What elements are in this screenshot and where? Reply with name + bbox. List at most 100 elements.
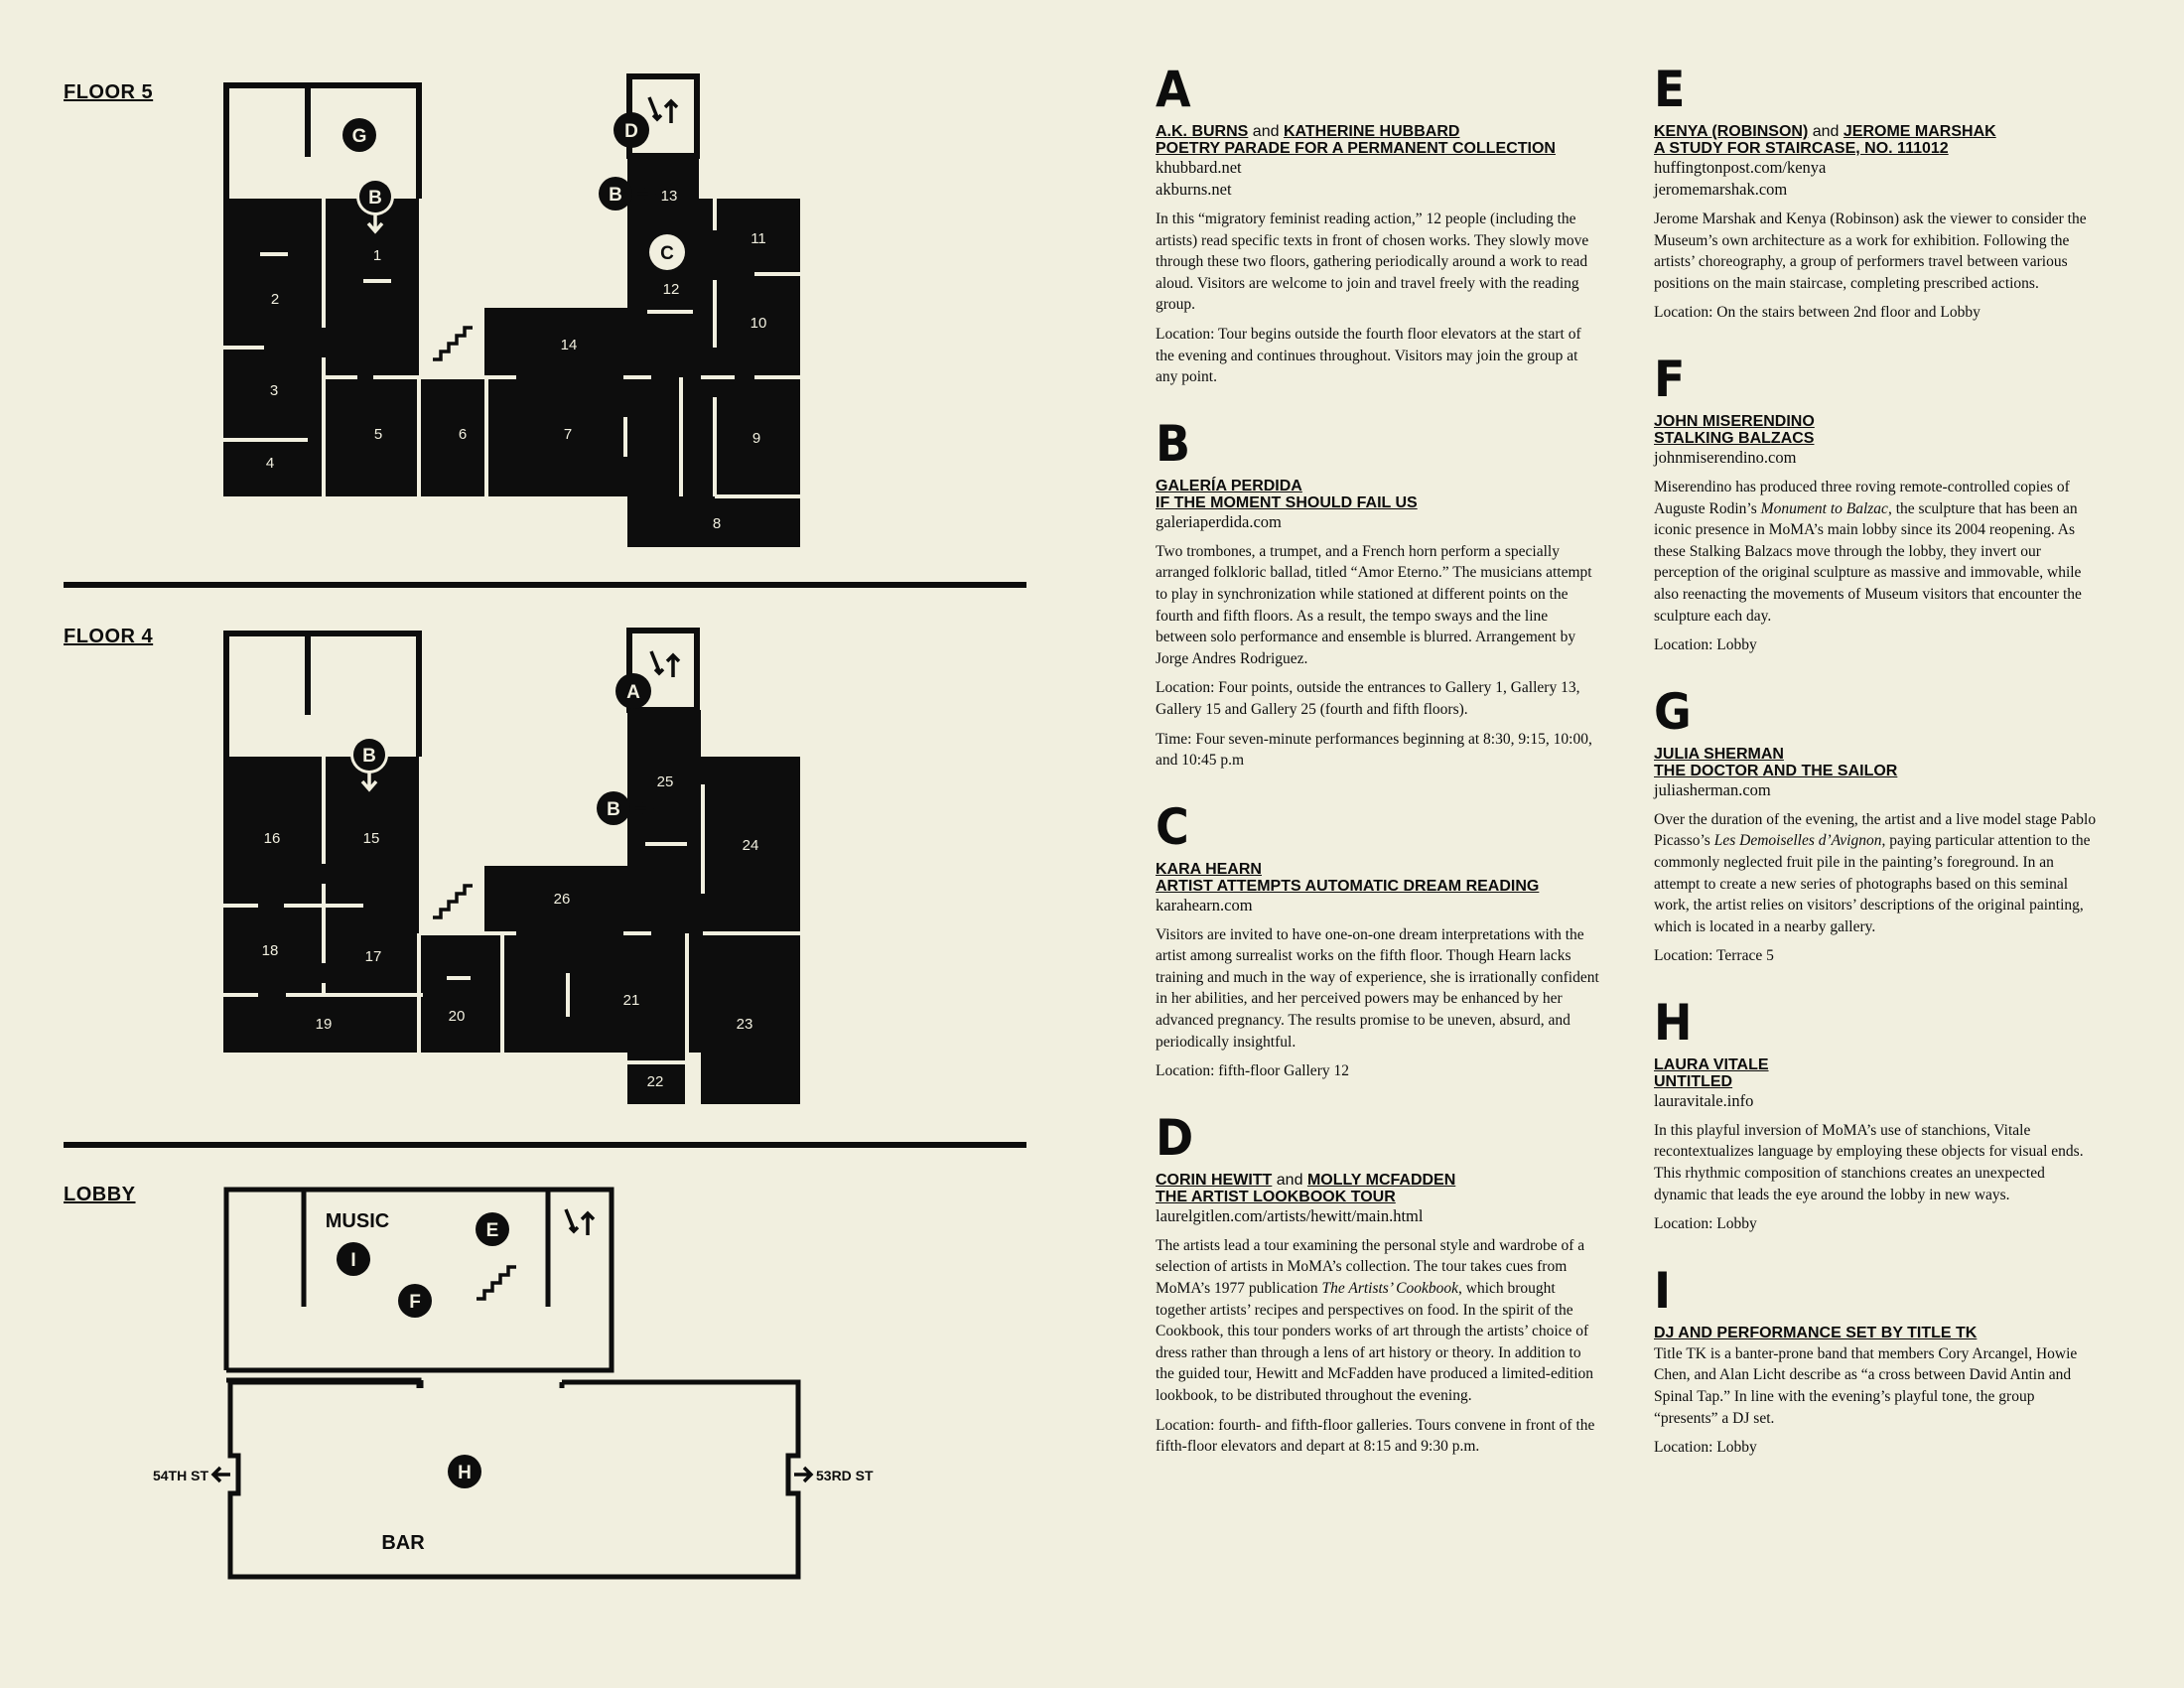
artist-link[interactable]: galeriaperdida.com [1156,511,1282,531]
entry-location: Location: Lobby [1654,1215,1757,1233]
marker-a: A [615,673,651,709]
entry-f: F JOHN MISERENDINO STALKING BALZACS john… [1654,353,2101,656]
entry-work-title: ARTIST ATTEMPTS AUTOMATIC DREAM READING [1156,877,1540,895]
artist-name: KATHERINE HUBBARD [1283,123,1460,140]
museum-map: 1 2 3 4 5 6 7 8 9 10 11 12 13 14 G B [64,73,1026,1580]
bar-label: BAR [381,1532,425,1554]
artist-name: JEROME MARSHAK [1843,123,1996,140]
artist-link[interactable]: laurelgitlen.com/artists/hewitt/main.htm… [1156,1205,1424,1225]
entry-letter: C [1156,797,1189,856]
entries-column-right: E KENYA (ROBINSON) and JEROME MARSHAK A … [1654,64,2101,1459]
gallery-number: 10 [751,315,767,332]
entry-artists: KARA HEARN [1156,861,1602,878]
entry-letter: B [1156,414,1191,473]
gallery-number: 19 [316,1016,333,1033]
artist-link[interactable]: akburns.net [1156,180,1232,199]
artist-link[interactable]: johnmiserendino.com [1654,447,1797,467]
entry-letter: A [1156,61,1191,118]
entry-artists: JULIA SHERMAN [1654,746,2101,763]
svg-text:I: I [350,1250,355,1271]
entry-description: Title TK is a banter-prone band that mem… [1654,1344,2078,1427]
artist-link[interactable]: khubbard.net [1156,158,1242,177]
divider-line [64,582,1026,588]
artist-link[interactable]: lauravitale.info [1654,1090,1754,1110]
artist-name: A.K. BURNS [1156,123,1249,140]
artist-link[interactable]: jeromemarshak.com [1654,180,1788,199]
gallery-number: 26 [554,891,571,908]
entry-location: Location: Lobby [1654,1439,1757,1457]
svg-text:C: C [660,243,674,264]
artist-name: MOLLY MCFADDEN [1306,1171,1456,1189]
entry-artists: GALERÍA PERDIDA [1156,478,1602,494]
marker-b: B [350,736,388,792]
gallery-number: 20 [449,1008,466,1025]
entry-description: Visitors are invited to have one-on-one … [1156,925,1599,1051]
gallery-number: 22 [647,1073,664,1090]
artist-link[interactable]: karahearn.com [1156,895,1253,914]
entry-a: A A.K. BURNS and KATHERINE HUBBARD POETR… [1156,64,1602,388]
entry-description: Miserendino has produced three roving re… [1654,478,2082,625]
gallery-number: 2 [271,291,279,308]
artist-name: KENYA (ROBINSON) [1654,123,1809,140]
artwork-title: Monument to Balzac [1760,499,1888,517]
entry-description: In this “migratory feminist reading acti… [1156,211,1589,314]
artist-name: JOHN MISERENDINO [1654,412,1815,430]
marker-f: F [398,1284,432,1318]
gallery-number: 16 [264,830,281,847]
artist-link[interactable]: huffingtonpost.com/kenya [1654,158,1827,177]
marker-g: G [342,118,376,152]
svg-text:H: H [458,1463,472,1483]
entry-letter: F [1654,350,1686,408]
entry-work-title: THE DOCTOR AND THE SAILOR [1654,762,1898,779]
svg-text:A: A [626,682,640,703]
entry-letter: D [1156,1108,1194,1167]
gallery-number: 15 [363,830,380,847]
marker-b: B [356,178,394,234]
gallery-number: 24 [743,837,759,854]
svg-text:G: G [352,126,367,147]
artist-link[interactable]: juliasherman.com [1654,779,1771,799]
entry-e: E KENYA (ROBINSON) and JEROME MARSHAK A … [1654,64,2101,324]
gallery-number: 3 [270,382,278,399]
street-54th-label: 54TH ST [153,1468,208,1483]
floor-4-plan: 15 16 17 18 19 20 21 22 23 24 25 26 B A … [223,628,800,1104]
entry-artists: A.K. BURNS and KATHERINE HUBBARD [1156,123,1602,140]
svg-text:D: D [624,121,638,142]
entry-location: Location: On the stairs between 2nd floo… [1654,304,1980,322]
entry-work-title: THE ARTIST LOOKBOOK TOUR [1156,1188,1396,1205]
floor-5-plan: 1 2 3 4 5 6 7 8 9 10 11 12 13 14 G B [223,73,800,547]
entry-artists: CORIN HEWITT and MOLLY MCFADDEN [1156,1172,1602,1189]
marker-b: B [599,177,656,211]
entry-work-title: IF THE MOMENT SHOULD FAIL US [1156,493,1418,511]
entry-work-title: POETRY PARADE FOR A PERMANENT COLLECTION [1156,140,1556,157]
svg-text:E: E [486,1220,499,1241]
gallery-number: 8 [713,515,721,532]
gallery-number: 13 [661,188,678,205]
gallery-number: 5 [374,426,382,443]
entry-letter: H [1654,993,1693,1052]
svg-text:B: B [368,188,382,209]
svg-text:F: F [409,1292,421,1313]
svg-text:B: B [362,746,376,767]
street-53rd-label: 53RD ST [816,1468,874,1483]
marker-b: B [597,791,654,825]
marker-e: E [476,1212,509,1246]
entries-column-left: A A.K. BURNS and KATHERINE HUBBARD POETR… [1156,64,1602,1458]
divider-line [64,1142,1026,1148]
svg-text:B: B [607,799,620,820]
entry-work-title: A STUDY FOR STAIRCASE, NO. 111012 [1654,140,1949,157]
entry-location: Location: Lobby [1654,636,1757,654]
entry-artists: KENYA (ROBINSON) and JEROME MARSHAK [1654,123,2101,140]
lobby-plan: MUSIC BAR 54TH ST 53RD ST I E F H [153,1187,874,1580]
gallery-number: 14 [561,337,578,353]
entry-location: Location: Four points, outside the entra… [1156,679,1580,718]
artist-name: LAURA VITALE [1654,1055,1769,1073]
marker-i: I [337,1242,370,1276]
gallery-number: 21 [623,992,640,1009]
entry-work-title: DJ AND PERFORMANCE SET BY TITLE TK [1654,1324,1978,1341]
entry-b: B GALERÍA PERDIDA IF THE MOMENT SHOULD F… [1156,418,1602,772]
marker-d: D [614,112,649,148]
gallery-number: 12 [663,281,680,298]
gallery-number: 6 [459,426,467,443]
entry-g: G JULIA SHERMAN THE DOCTOR AND THE SAILO… [1654,686,2101,967]
